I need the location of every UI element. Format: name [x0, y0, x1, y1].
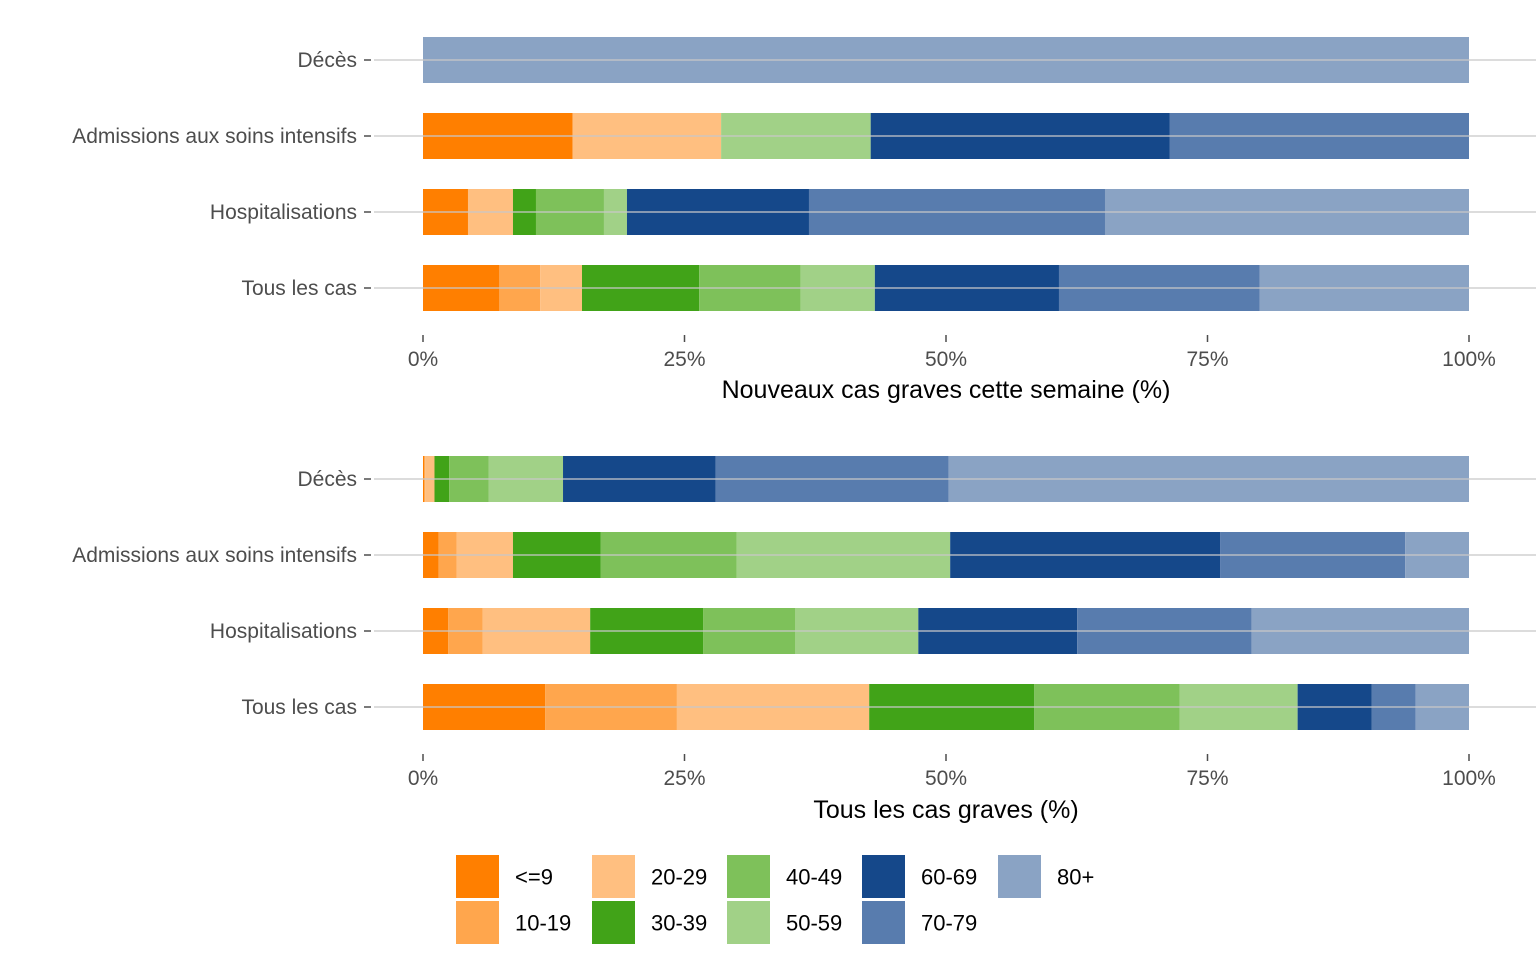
legend-key-40-49 [727, 855, 770, 898]
legend-key-50-59 [727, 901, 770, 944]
x-tick-label: 25% [663, 348, 705, 371]
x-tick-label: 50% [925, 348, 967, 371]
legend-key-60-69 [862, 855, 905, 898]
x-tick-label: 0% [408, 348, 438, 371]
legend-label: 60-69 [921, 865, 977, 890]
category-label: Tous les cas [241, 696, 357, 719]
x-axis-title: Nouveaux cas graves cette semaine (%) [722, 376, 1171, 404]
x-tick-label: 50% [925, 767, 967, 790]
legend-label: 80+ [1057, 865, 1094, 890]
legend-label: <=9 [515, 865, 553, 890]
legend-label: 10-19 [515, 911, 571, 936]
legend-key-le9 [456, 855, 499, 898]
legend-key-10-19 [456, 901, 499, 944]
legend-label: 50-59 [786, 911, 842, 936]
category-label: Admissions aux soins intensifs [72, 125, 357, 148]
legend-label: 70-79 [921, 911, 977, 936]
legend-key-20-29 [592, 855, 635, 898]
x-tick-label: 100% [1442, 767, 1496, 790]
category-label: Admissions aux soins intensifs [72, 544, 357, 567]
x-tick-label: 75% [1186, 767, 1228, 790]
panel-new-severe-cases: Décès Admissions aux soins intensifs Hospi… [72, 37, 1536, 404]
legend-key-70-79 [862, 901, 905, 944]
legend-key-30-39 [592, 901, 635, 944]
category-label: Décès [297, 468, 357, 491]
x-axis-title: Tous les cas graves (%) [813, 796, 1078, 824]
legend-key-80plus [998, 855, 1041, 898]
legend-label: 40-49 [786, 865, 842, 890]
legend-label: 30-39 [651, 911, 707, 936]
category-label: Hospitalisations [210, 620, 357, 643]
panel-all-severe-cases: Décès Admissions aux soins intensifs Hospi… [72, 456, 1536, 824]
x-tick-label: 100% [1442, 348, 1496, 371]
x-tick-label: 0% [408, 767, 438, 790]
x-tick-label: 75% [1186, 348, 1228, 371]
category-label: Tous les cas [241, 277, 357, 300]
category-label: Décès [297, 49, 357, 72]
legend: <=9 10-19 20-29 30-39 40-49 50-59 60-69 70-79 80… [456, 855, 1094, 944]
category-label: Hospitalisations [210, 201, 357, 224]
x-tick-label: 25% [663, 767, 705, 790]
legend-label: 20-29 [651, 865, 707, 890]
